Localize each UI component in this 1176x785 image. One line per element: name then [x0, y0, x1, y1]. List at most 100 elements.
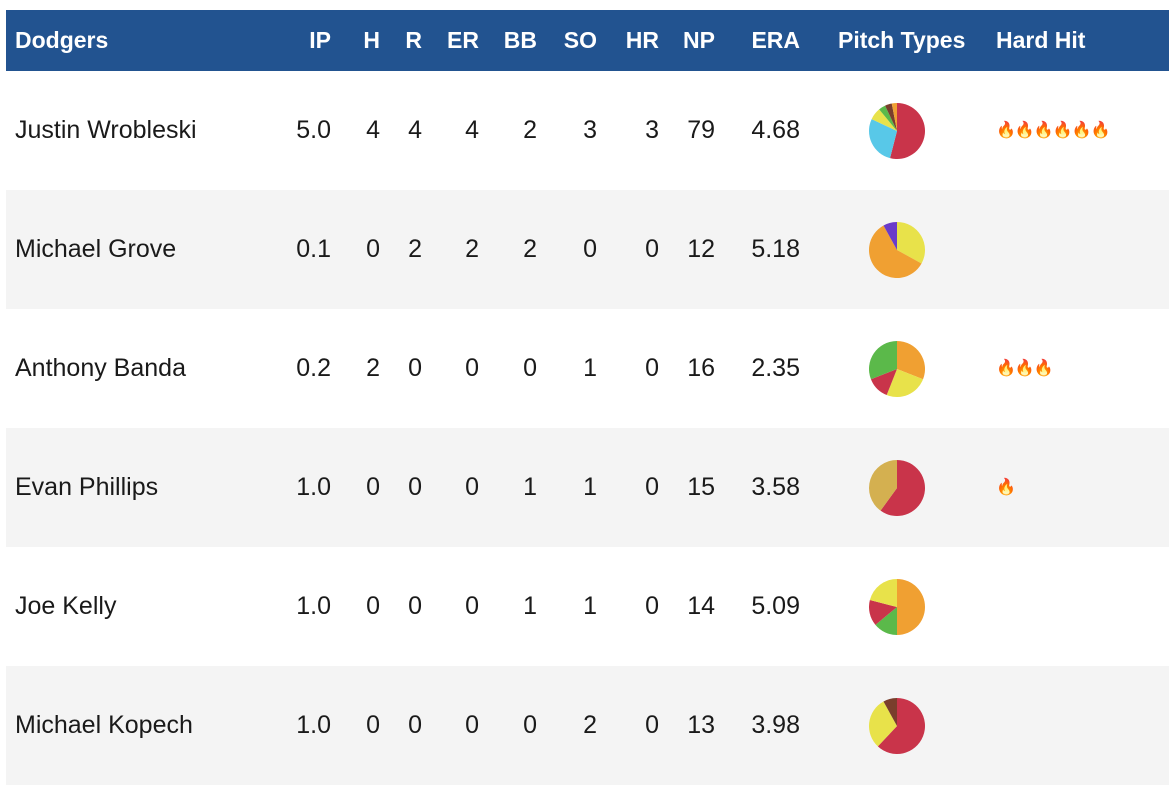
- col-header-np: NP: [683, 27, 715, 53]
- stat-era: 3.58: [751, 473, 800, 501]
- pie-slice: [886, 369, 924, 397]
- stat-era: 5.09: [751, 592, 800, 620]
- pie-slice: [883, 222, 897, 250]
- col-header-er: ER: [447, 27, 479, 53]
- stat-ip: 1.0: [296, 711, 331, 739]
- pie-slice: [879, 105, 897, 131]
- stat-hr: 3: [645, 116, 659, 144]
- pitch-types-pie-chart[interactable]: [869, 579, 925, 635]
- table-row: Joe Kelly 1.0 0 0 0 1 1 0 14 5.09: [6, 547, 1169, 666]
- pitch-types-pie-chart[interactable]: [869, 460, 925, 516]
- stat-era: 4.68: [751, 116, 800, 144]
- pitcher-name[interactable]: Anthony Banda: [15, 354, 186, 382]
- col-header-hr: HR: [625, 27, 659, 53]
- stat-er: 0: [465, 711, 479, 739]
- stat-er: 0: [465, 473, 479, 501]
- stat-ip: 0.2: [296, 354, 331, 382]
- pitch-types-pie-chart[interactable]: [869, 222, 925, 278]
- pie-slice: [885, 103, 897, 131]
- pie-slice: [869, 701, 897, 747]
- pitcher-name[interactable]: Michael Kopech: [15, 711, 193, 739]
- pitcher-name[interactable]: Justin Wrobleski: [15, 116, 197, 144]
- pie-slice: [897, 341, 925, 380]
- stat-h: 0: [366, 711, 380, 739]
- stat-bb: 1: [523, 473, 537, 501]
- stat-ip: 1.0: [296, 592, 331, 620]
- stat-hr: 0: [645, 473, 659, 501]
- stat-r: 2: [408, 235, 422, 263]
- table-row: Justin Wrobleski 5.0 4 4 4 2 3 3 79 4.68 🔥🔥🔥🔥🔥🔥: [6, 71, 1169, 190]
- stat-h: 0: [366, 592, 380, 620]
- pitcher-name[interactable]: Joe Kelly: [15, 592, 117, 620]
- pie-slice: [897, 222, 925, 264]
- pie-slice: [869, 225, 922, 278]
- pitching-box-score: Dodgers IP H R ER BB SO HR NP ERA Pitch …: [6, 10, 1169, 785]
- stat-r: 0: [408, 592, 422, 620]
- stat-ip: 0.1: [296, 235, 331, 263]
- pie-slice: [897, 579, 925, 635]
- stat-r: 4: [408, 116, 422, 144]
- stat-np: 12: [687, 235, 715, 263]
- hard-hit-fire-icon: 🔥🔥🔥: [996, 360, 1054, 377]
- stat-np: 15: [687, 473, 715, 501]
- pie-slice: [890, 103, 925, 159]
- col-header-era: ERA: [751, 27, 800, 53]
- pie-slice: [869, 119, 897, 159]
- hard-hit-fire-icon: 🔥: [996, 479, 1016, 496]
- stat-er: 0: [465, 354, 479, 382]
- stat-ip: 5.0: [296, 116, 331, 144]
- stat-r: 0: [408, 354, 422, 382]
- pie-slice: [869, 460, 897, 511]
- stat-so: 2: [583, 711, 597, 739]
- pie-slice: [891, 103, 897, 131]
- stat-hr: 0: [645, 711, 659, 739]
- table-row: Anthony Banda 0.2 2 0 0 0 1 0 16 2.35 🔥🔥🔥: [6, 309, 1169, 428]
- col-header-h: H: [363, 27, 380, 53]
- col-header-ip: IP: [309, 27, 331, 53]
- stat-hr: 0: [645, 592, 659, 620]
- col-header-bb: BB: [503, 27, 537, 53]
- stat-h: 0: [366, 473, 380, 501]
- pitch-types-pie-chart[interactable]: [869, 103, 925, 159]
- stat-np: 14: [687, 592, 715, 620]
- stat-h: 0: [366, 235, 380, 263]
- pie-slice: [883, 698, 897, 726]
- stat-bb: 0: [523, 711, 537, 739]
- stat-era: 5.18: [751, 235, 800, 263]
- table-header: Dodgers IP H R ER BB SO HR NP ERA Pitch …: [6, 10, 1169, 71]
- stat-bb: 1: [523, 592, 537, 620]
- pitch-types-pie-chart[interactable]: [869, 698, 925, 754]
- stat-ip: 1.0: [296, 473, 331, 501]
- stat-era: 2.35: [751, 354, 800, 382]
- pie-slice: [875, 607, 897, 635]
- stat-er: 2: [465, 235, 479, 263]
- stat-so: 1: [583, 473, 597, 501]
- table-row: Evan Phillips 1.0 0 0 0 1 1 0 15 3.58 🔥: [6, 428, 1169, 547]
- stat-np: 79: [687, 116, 715, 144]
- col-header-hard-hit: Hard Hit: [996, 27, 1086, 53]
- stat-so: 3: [583, 116, 597, 144]
- stat-np: 13: [687, 711, 715, 739]
- stat-so: 1: [583, 592, 597, 620]
- stat-np: 16: [687, 354, 715, 382]
- pitch-types-pie-chart[interactable]: [869, 341, 925, 397]
- col-header-pitch-types: Pitch Types: [838, 27, 966, 53]
- pie-slice: [869, 341, 897, 380]
- stat-so: 0: [583, 235, 597, 263]
- stat-hr: 0: [645, 354, 659, 382]
- stat-h: 4: [366, 116, 380, 144]
- table-row: Michael Grove 0.1 0 2 2 2 0 0 12 5.18: [6, 190, 1169, 309]
- pitcher-name[interactable]: Evan Phillips: [15, 473, 159, 501]
- pitcher-name[interactable]: Michael Grove: [15, 235, 177, 263]
- pie-slice: [877, 698, 925, 754]
- table-row: Michael Kopech 1.0 0 0 0 0 2 0 13 3.98: [6, 666, 1169, 785]
- pie-slice: [871, 109, 897, 131]
- hard-hit-fire-icon: 🔥🔥🔥🔥🔥🔥: [996, 122, 1111, 139]
- stat-r: 0: [408, 711, 422, 739]
- stat-bb: 2: [523, 235, 537, 263]
- stat-hr: 0: [645, 235, 659, 263]
- stat-so: 1: [583, 354, 597, 382]
- stat-r: 0: [408, 473, 422, 501]
- stat-bb: 2: [523, 116, 537, 144]
- team-name-header: Dodgers: [15, 27, 109, 53]
